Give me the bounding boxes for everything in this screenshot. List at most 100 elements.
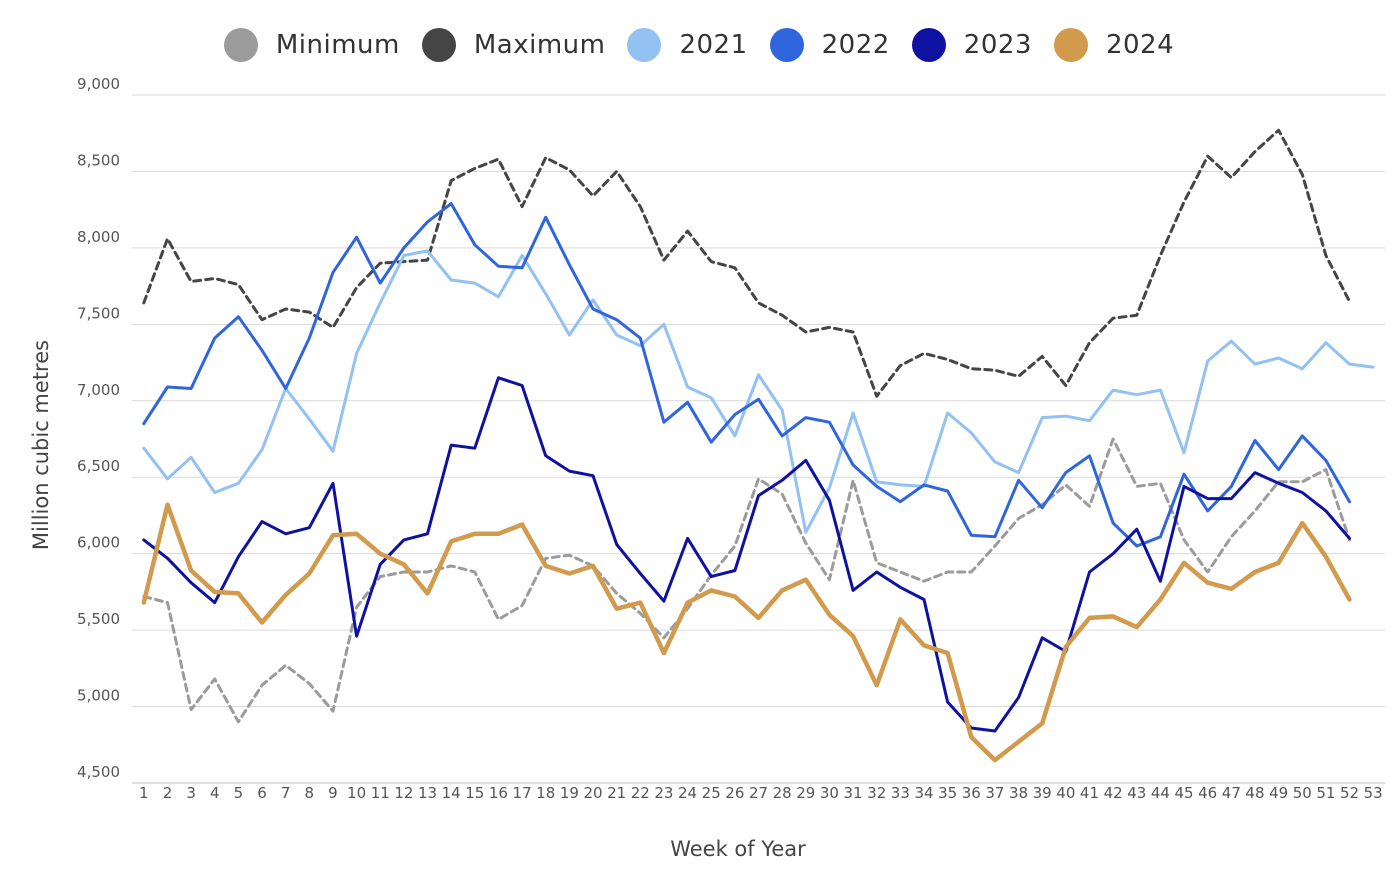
data-point-minimum [756,476,762,482]
data-point-2023 [992,728,998,734]
data-point-2023 [1299,490,1305,496]
y-axis-label: Million cubic metres [29,340,53,550]
data-point-2021 [708,395,714,401]
legend-swatch-2024 [1053,28,1088,62]
data-point-maximum [803,329,809,335]
x-tick-label: 7 [281,784,291,802]
data-point-maximum [306,309,312,315]
data-point-2023 [708,574,714,580]
data-point-2021 [756,372,762,378]
data-point-2023 [1205,496,1211,502]
data-point-maximum [661,257,667,263]
x-tick-label: 42 [1104,784,1123,802]
data-point-2022 [401,245,407,251]
legend-item-2022[interactable]: 2022 [769,28,890,62]
data-point-2022 [1299,433,1305,439]
data-point-2023 [661,598,667,604]
y-tick-label: 7,500 [77,304,120,322]
series-2024[interactable] [141,502,1353,763]
data-point-2024 [590,563,596,569]
data-point-minimum [495,616,501,622]
data-point-2022 [566,262,572,268]
data-point-2023 [235,554,241,560]
data-point-2023 [614,541,620,547]
series-maximum[interactable] [141,127,1353,399]
legend-item-2024[interactable]: 2024 [1053,28,1174,62]
series-line-2023[interactable] [142,376,1351,733]
data-point-minimum [472,569,478,575]
data-point-2022 [945,488,951,494]
data-point-minimum [235,719,241,725]
legend-item-2021[interactable]: 2021 [627,28,747,62]
series-line-maximum[interactable] [142,128,1351,398]
series-line-2024[interactable] [141,502,1352,763]
data-point-2022 [1323,457,1329,463]
series-2021[interactable] [141,248,1376,535]
legend-item-2023[interactable]: 2023 [911,28,1032,62]
data-point-2024 [708,587,714,593]
data-point-2021 [164,476,170,482]
data-point-maximum [495,156,501,162]
x-tick-label: 17 [513,784,532,802]
data-point-2021 [1276,355,1282,361]
legend-item-minimum[interactable]: Minimum [223,28,400,62]
series-2023[interactable] [141,375,1353,734]
series-line-2021[interactable] [142,249,1375,534]
x-tick-label: 15 [465,784,484,802]
data-point-2021 [1086,418,1092,424]
x-tick-label: 9 [328,784,338,802]
data-point-2022 [756,396,762,402]
data-point-2022 [685,399,691,405]
data-point-2023 [283,531,289,537]
series-2022[interactable] [141,201,1353,549]
data-point-2022 [164,384,170,390]
data-point-minimum [212,676,218,682]
data-point-2022 [921,482,927,488]
data-point-2022 [779,433,785,439]
data-point-2023 [377,561,383,567]
data-point-2022 [235,314,241,320]
data-point-2021 [1181,450,1187,456]
data-point-maximum [164,236,170,242]
data-point-2024 [1086,615,1092,621]
data-point-minimum [1063,482,1069,488]
x-tick-label: 43 [1127,784,1146,802]
data-point-2023 [826,497,832,503]
data-point-2024 [897,616,903,622]
x-tick-label: 47 [1222,784,1241,802]
series-line-minimum[interactable] [142,437,1351,724]
data-point-maximum [1323,253,1329,259]
x-tick-label: 14 [442,784,461,802]
data-point-minimum [330,708,336,714]
legend-label-2021: 2021 [679,30,748,60]
data-point-2022 [354,234,360,240]
x-tick-label: 5 [234,784,244,802]
data-point-minimum [1134,483,1140,489]
data-point-minimum [779,491,785,497]
data-point-2023 [779,477,785,483]
data-point-2022 [1205,508,1211,514]
data-point-maximum [235,282,241,288]
data-point-2023 [259,519,265,525]
legend-item-maximum[interactable]: Maximum [421,28,606,62]
series-minimum[interactable] [141,436,1353,725]
data-point-2021 [968,430,974,436]
series-line-2022[interactable] [142,202,1351,548]
data-point-2023 [472,445,478,451]
data-point-2023 [1181,483,1187,489]
data-point-2022 [283,386,289,392]
data-point-minimum [803,540,809,546]
x-tick-label: 34 [914,784,933,802]
data-point-2022 [1110,520,1116,526]
data-point-maximum [283,306,289,312]
data-point-minimum [306,681,312,687]
data-point-2024 [921,642,927,648]
data-point-maximum [354,285,360,291]
data-point-2024 [1205,580,1211,586]
x-tick-label: 11 [371,784,390,802]
x-tick-label: 33 [891,784,910,802]
x-tick-label: 51 [1316,784,1335,802]
data-point-maximum [188,279,194,285]
data-point-2021 [519,253,525,259]
data-point-minimum [1086,503,1092,509]
